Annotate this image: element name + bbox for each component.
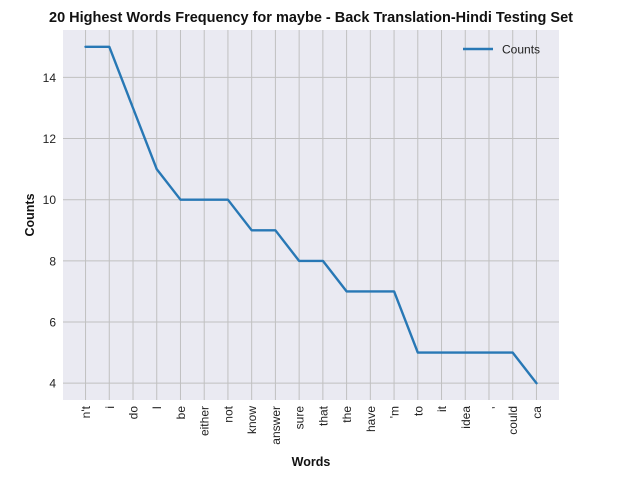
y-tick-label: 4 <box>49 377 56 391</box>
x-tick-label: it <box>435 405 449 412</box>
x-tick-label: i <box>103 406 117 409</box>
y-tick-label: 8 <box>49 254 56 268</box>
y-tick-label: 12 <box>43 132 57 146</box>
y-axis-label: Counts <box>23 193 37 236</box>
x-tick-label: 'm <box>388 406 402 418</box>
x-tick-label: have <box>364 406 378 432</box>
x-tick-label: not <box>221 405 235 422</box>
x-tick-label: to <box>411 406 425 416</box>
x-tick-label: that <box>316 405 330 426</box>
x-tick-label: sure <box>293 406 307 430</box>
x-tick-label: n't <box>79 405 93 418</box>
chart-title: 20 Highest Words Frequency for maybe - B… <box>49 10 573 26</box>
x-tick-label: could <box>506 406 520 435</box>
x-tick-label: either <box>198 406 212 436</box>
x-tick-label: answer <box>269 406 283 445</box>
x-tick-label: do <box>127 406 141 420</box>
x-axis-label: Words <box>292 455 331 469</box>
x-tick-label: know <box>245 406 259 434</box>
x-tick-label: idea <box>459 406 473 429</box>
legend-label: Counts <box>502 43 540 57</box>
x-tick-label: , <box>482 406 496 409</box>
x-tick-label: I <box>150 406 164 409</box>
x-tick-label: the <box>340 406 354 423</box>
x-tick-label: ca <box>530 406 544 419</box>
plot-area <box>63 30 559 400</box>
y-tick-label: 10 <box>43 193 57 207</box>
y-tick-label: 14 <box>43 71 57 85</box>
x-tick-label: be <box>174 406 188 420</box>
y-axis-ticks: 4 6 8 10 12 14 <box>43 71 57 391</box>
y-tick-label: 6 <box>49 316 56 330</box>
